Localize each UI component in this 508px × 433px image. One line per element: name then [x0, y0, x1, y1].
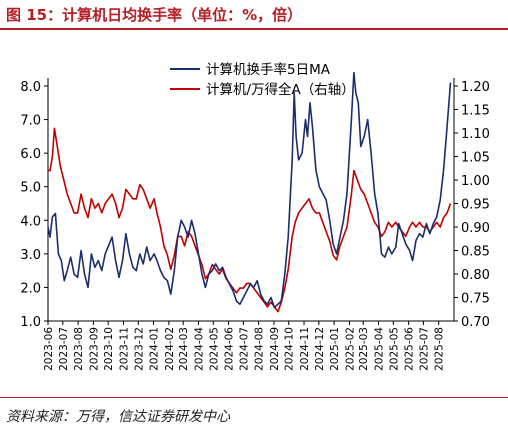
left-y-tick-label: 6.0: [20, 147, 41, 162]
left-y-tick-label: 5.0: [20, 181, 41, 196]
x-tick-label: 2023-08: [73, 327, 85, 371]
left-y-tick-label: 4.0: [20, 214, 41, 229]
right-y-tick-label: 0.90: [461, 221, 490, 236]
figure-title: 图 15：计算机日均换手率（单位：%，倍）: [6, 6, 303, 24]
left-y-tick-label: 1.0: [20, 315, 41, 330]
legend-label-ratio: 计算机/万得全A（右轴）: [206, 81, 355, 98]
x-tick-label: 2024-11: [299, 327, 311, 371]
right-y-tick-label: 1.00: [461, 174, 490, 189]
x-tick-label: 2024-02: [164, 327, 176, 371]
x-tick-label: 2023-11: [118, 327, 130, 371]
source-note: 资料来源：万得，信达证券研发中心: [6, 409, 230, 425]
x-tick-label: 2025-06: [404, 327, 416, 371]
x-tick-label: 2024-04: [193, 327, 205, 371]
x-tick-label: 2025-08: [434, 327, 446, 371]
left-y-tick-label: 2.0: [20, 281, 41, 296]
x-tick-label: 2023-09: [88, 327, 100, 371]
left-y-tick-label: 7.0: [20, 114, 41, 129]
series-line-relative-ratio: [48, 127, 452, 313]
x-tick-label: 2023-10: [103, 327, 115, 371]
series-line-turnover-5d-ma: [47, 71, 452, 309]
footer-divider: [0, 397, 508, 398]
right-y-tick-label: 0.95: [461, 198, 490, 213]
x-tick-label: 2024-05: [208, 327, 220, 371]
turnover-chart: 1.0 2.0 3.0 4.0 5.0 6.0 7.0 8.0 0.70 0.75 0.80 0.85…: [20, 61, 490, 371]
x-tick-label: 2024-12: [314, 327, 326, 371]
legend-label-turnover: 计算机换手率5日MA: [206, 61, 331, 78]
x-tick-label: 2025-04: [374, 327, 386, 371]
figure-title-bar: 图 15：计算机日均换手率（单位：%，倍）: [0, 0, 508, 30]
right-y-tick-label: 0.80: [461, 268, 490, 283]
left-y-tick-label: 8.0: [20, 80, 41, 95]
x-tick-label: 2025-01: [329, 327, 341, 371]
right-y-tick-label: 1.20: [461, 80, 490, 95]
x-tick-label: 2025-07: [418, 327, 430, 371]
x-tick-label: 2024-01: [149, 327, 161, 371]
x-tick-label: 2025-05: [388, 327, 400, 371]
x-tick-label: 2025-03: [358, 327, 370, 371]
x-tick-label: 2024-06: [224, 327, 236, 371]
right-y-tick-label: 1.05: [461, 151, 490, 166]
x-tick-label: 2023-12: [133, 327, 145, 371]
left-y-tick-label: 3.0: [20, 248, 41, 263]
x-tick-label: 2024-10: [284, 327, 296, 371]
right-y-tick-label: 0.85: [461, 245, 490, 260]
right-y-tick-label: 0.70: [461, 315, 490, 330]
x-tick-label: 2024-03: [178, 327, 190, 371]
x-tick-label: 2023-06: [43, 327, 55, 371]
right-y-tick-label: 1.10: [461, 127, 490, 142]
x-tick-label: 2023-07: [58, 327, 70, 371]
x-tick-label: 2024-09: [269, 327, 281, 371]
x-tick-label: 2025-02: [344, 327, 356, 371]
right-y-tick-label: 1.15: [461, 104, 490, 119]
right-y-tick-label: 0.75: [461, 292, 490, 307]
x-tick-label: 2024-07: [238, 327, 250, 371]
x-tick-label: 2024-08: [254, 327, 266, 371]
